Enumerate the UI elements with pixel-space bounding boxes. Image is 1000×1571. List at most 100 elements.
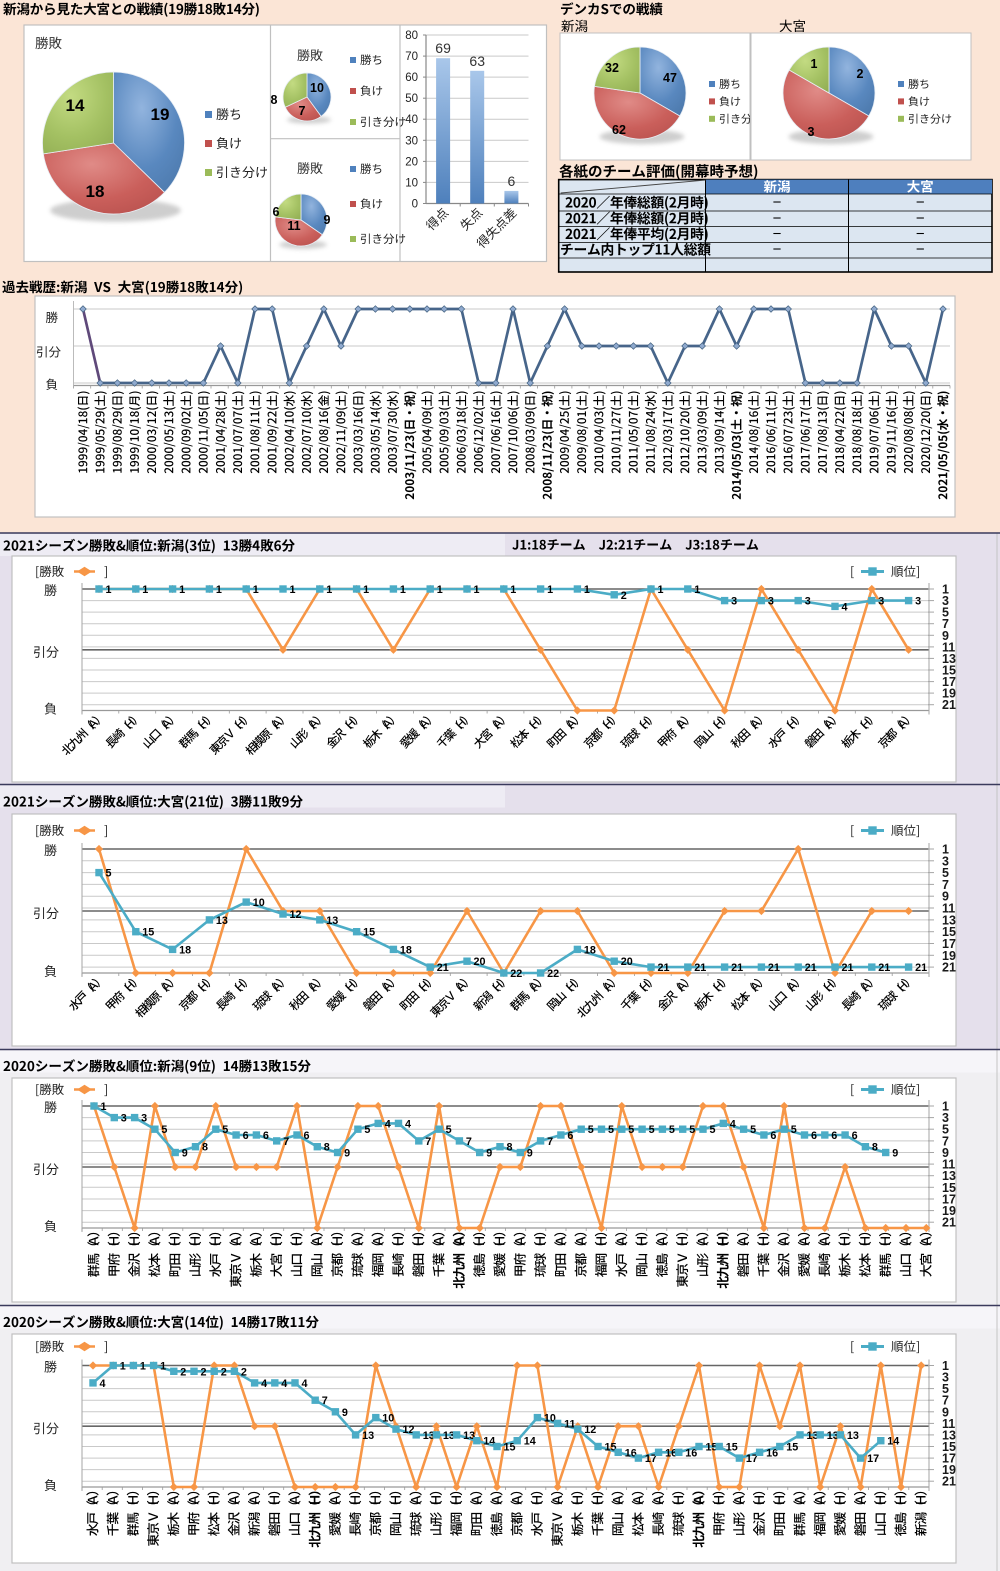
svg-text:5: 5 bbox=[689, 1124, 695, 1136]
svg-text:6: 6 bbox=[508, 173, 516, 189]
svg-text:2: 2 bbox=[621, 590, 627, 602]
svg-text:1: 1 bbox=[120, 1361, 126, 1373]
svg-text:1: 1 bbox=[474, 584, 480, 596]
svg-text:14: 14 bbox=[483, 1436, 495, 1448]
svg-text:7: 7 bbox=[283, 1136, 289, 1148]
svg-text:3: 3 bbox=[768, 596, 774, 608]
svg-text:3: 3 bbox=[808, 125, 815, 139]
svg-text:17: 17 bbox=[645, 1453, 657, 1465]
svg-text:15: 15 bbox=[942, 664, 956, 678]
svg-text:21: 21 bbox=[694, 962, 706, 974]
svg-text:1: 1 bbox=[400, 584, 406, 596]
svg-text:−: − bbox=[916, 194, 925, 211]
svg-text:3: 3 bbox=[121, 1113, 127, 1125]
svg-text:3: 3 bbox=[731, 596, 737, 608]
svg-text:21: 21 bbox=[805, 962, 817, 974]
svg-text:5: 5 bbox=[161, 1124, 167, 1136]
svg-text:21: 21 bbox=[942, 1216, 956, 1230]
svg-text:30: 30 bbox=[405, 135, 418, 147]
svg-text:−: − bbox=[773, 241, 782, 258]
svg-text:13: 13 bbox=[942, 913, 956, 927]
svg-text:6: 6 bbox=[852, 1130, 858, 1142]
svg-text:−: − bbox=[773, 194, 782, 211]
svg-text:7: 7 bbox=[322, 1395, 328, 1407]
svg-text:4: 4 bbox=[405, 1118, 411, 1130]
svg-text:21: 21 bbox=[658, 962, 670, 974]
svg-text:1: 1 bbox=[326, 584, 332, 596]
svg-text:15: 15 bbox=[504, 1442, 516, 1454]
svg-text:1: 1 bbox=[106, 584, 112, 596]
svg-text:11: 11 bbox=[942, 902, 955, 916]
svg-text:11: 11 bbox=[287, 219, 300, 233]
svg-text:5: 5 bbox=[669, 1124, 675, 1136]
svg-text:11: 11 bbox=[942, 1158, 955, 1172]
svg-text:9: 9 bbox=[342, 1407, 348, 1419]
svg-text:1: 1 bbox=[216, 584, 222, 596]
svg-text:19: 19 bbox=[942, 949, 956, 963]
svg-text:22: 22 bbox=[510, 968, 522, 980]
svg-text:9: 9 bbox=[182, 1148, 188, 1160]
svg-text:2: 2 bbox=[201, 1366, 207, 1378]
svg-text:−: − bbox=[773, 226, 782, 243]
svg-text:20: 20 bbox=[405, 156, 418, 168]
svg-text:1: 1 bbox=[290, 584, 296, 596]
svg-text:1: 1 bbox=[942, 583, 949, 597]
svg-text:18: 18 bbox=[179, 944, 191, 956]
svg-text:3: 3 bbox=[915, 596, 921, 608]
svg-text:−: − bbox=[916, 210, 925, 227]
svg-text:1: 1 bbox=[142, 584, 148, 596]
svg-text:15: 15 bbox=[726, 1442, 738, 1454]
svg-text:10: 10 bbox=[382, 1413, 394, 1425]
svg-text:8: 8 bbox=[202, 1142, 208, 1154]
svg-text:13: 13 bbox=[326, 915, 338, 927]
svg-text:13: 13 bbox=[942, 1169, 956, 1183]
svg-text:40: 40 bbox=[405, 114, 418, 126]
svg-text:21: 21 bbox=[878, 962, 890, 974]
svg-text:7: 7 bbox=[942, 878, 949, 892]
svg-text:22: 22 bbox=[547, 968, 559, 980]
svg-text:9: 9 bbox=[942, 890, 949, 904]
svg-text:63: 63 bbox=[469, 53, 485, 69]
svg-text:3: 3 bbox=[942, 1371, 949, 1385]
svg-text:6: 6 bbox=[770, 1130, 776, 1142]
svg-text:8: 8 bbox=[507, 1142, 513, 1154]
svg-text:14: 14 bbox=[524, 1436, 536, 1448]
svg-text:9: 9 bbox=[892, 1148, 898, 1160]
svg-text:2: 2 bbox=[857, 67, 864, 81]
svg-text:2: 2 bbox=[221, 1366, 227, 1378]
svg-text:3: 3 bbox=[805, 596, 811, 608]
svg-text:9: 9 bbox=[344, 1148, 350, 1160]
svg-text:5: 5 bbox=[791, 1124, 797, 1136]
svg-text:9: 9 bbox=[942, 1146, 949, 1160]
svg-text:0: 0 bbox=[412, 199, 418, 211]
svg-text:5: 5 bbox=[446, 1124, 452, 1136]
svg-text:1: 1 bbox=[253, 584, 259, 596]
svg-text:1: 1 bbox=[584, 584, 590, 596]
svg-text:13: 13 bbox=[942, 652, 956, 666]
svg-text:7: 7 bbox=[942, 1134, 949, 1148]
svg-text:1: 1 bbox=[547, 584, 553, 596]
svg-text:19: 19 bbox=[942, 1204, 956, 1218]
svg-text:21: 21 bbox=[942, 698, 956, 712]
svg-text:12: 12 bbox=[403, 1424, 415, 1436]
svg-text:1: 1 bbox=[658, 584, 664, 596]
svg-text:7: 7 bbox=[299, 104, 306, 118]
svg-text:8: 8 bbox=[324, 1142, 330, 1154]
svg-text:5: 5 bbox=[942, 606, 949, 620]
svg-text:10: 10 bbox=[310, 81, 324, 95]
svg-text:3: 3 bbox=[141, 1113, 147, 1125]
svg-text:6: 6 bbox=[304, 1130, 310, 1142]
svg-text:19: 19 bbox=[151, 105, 170, 124]
svg-text:15: 15 bbox=[363, 927, 375, 939]
svg-text:1: 1 bbox=[363, 584, 369, 596]
svg-text:17: 17 bbox=[942, 675, 956, 689]
svg-text:3: 3 bbox=[942, 594, 949, 608]
svg-text:13: 13 bbox=[216, 915, 228, 927]
svg-text:4: 4 bbox=[261, 1378, 267, 1390]
svg-text:13: 13 bbox=[423, 1430, 435, 1442]
svg-text:21: 21 bbox=[768, 962, 780, 974]
svg-text:16: 16 bbox=[625, 1447, 637, 1459]
svg-text:4: 4 bbox=[302, 1378, 308, 1390]
svg-text:20: 20 bbox=[474, 956, 486, 968]
svg-text:19: 19 bbox=[942, 1463, 956, 1477]
